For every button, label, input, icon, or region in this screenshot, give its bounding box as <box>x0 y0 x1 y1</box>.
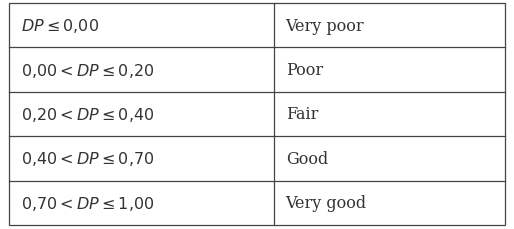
Text: Fair: Fair <box>286 106 318 123</box>
Text: Poor: Poor <box>286 62 323 79</box>
Text: $0{,}20 < DP \leq 0{,}40$: $0{,}20 < DP \leq 0{,}40$ <box>21 106 154 123</box>
Text: $0{,}00 < DP \leq 0{,}20$: $0{,}00 < DP \leq 0{,}20$ <box>21 61 154 79</box>
Text: Very poor: Very poor <box>286 18 364 35</box>
Text: Good: Good <box>286 150 328 167</box>
Text: $0{,}70 < DP \leq 1{,}00$: $0{,}70 < DP \leq 1{,}00$ <box>21 194 154 212</box>
Text: $DP \leq 0{,}00$: $DP \leq 0{,}00$ <box>21 17 99 35</box>
Text: $0{,}40 < DP \leq 0{,}70$: $0{,}40 < DP \leq 0{,}70$ <box>21 150 154 168</box>
Text: Very good: Very good <box>286 194 367 211</box>
